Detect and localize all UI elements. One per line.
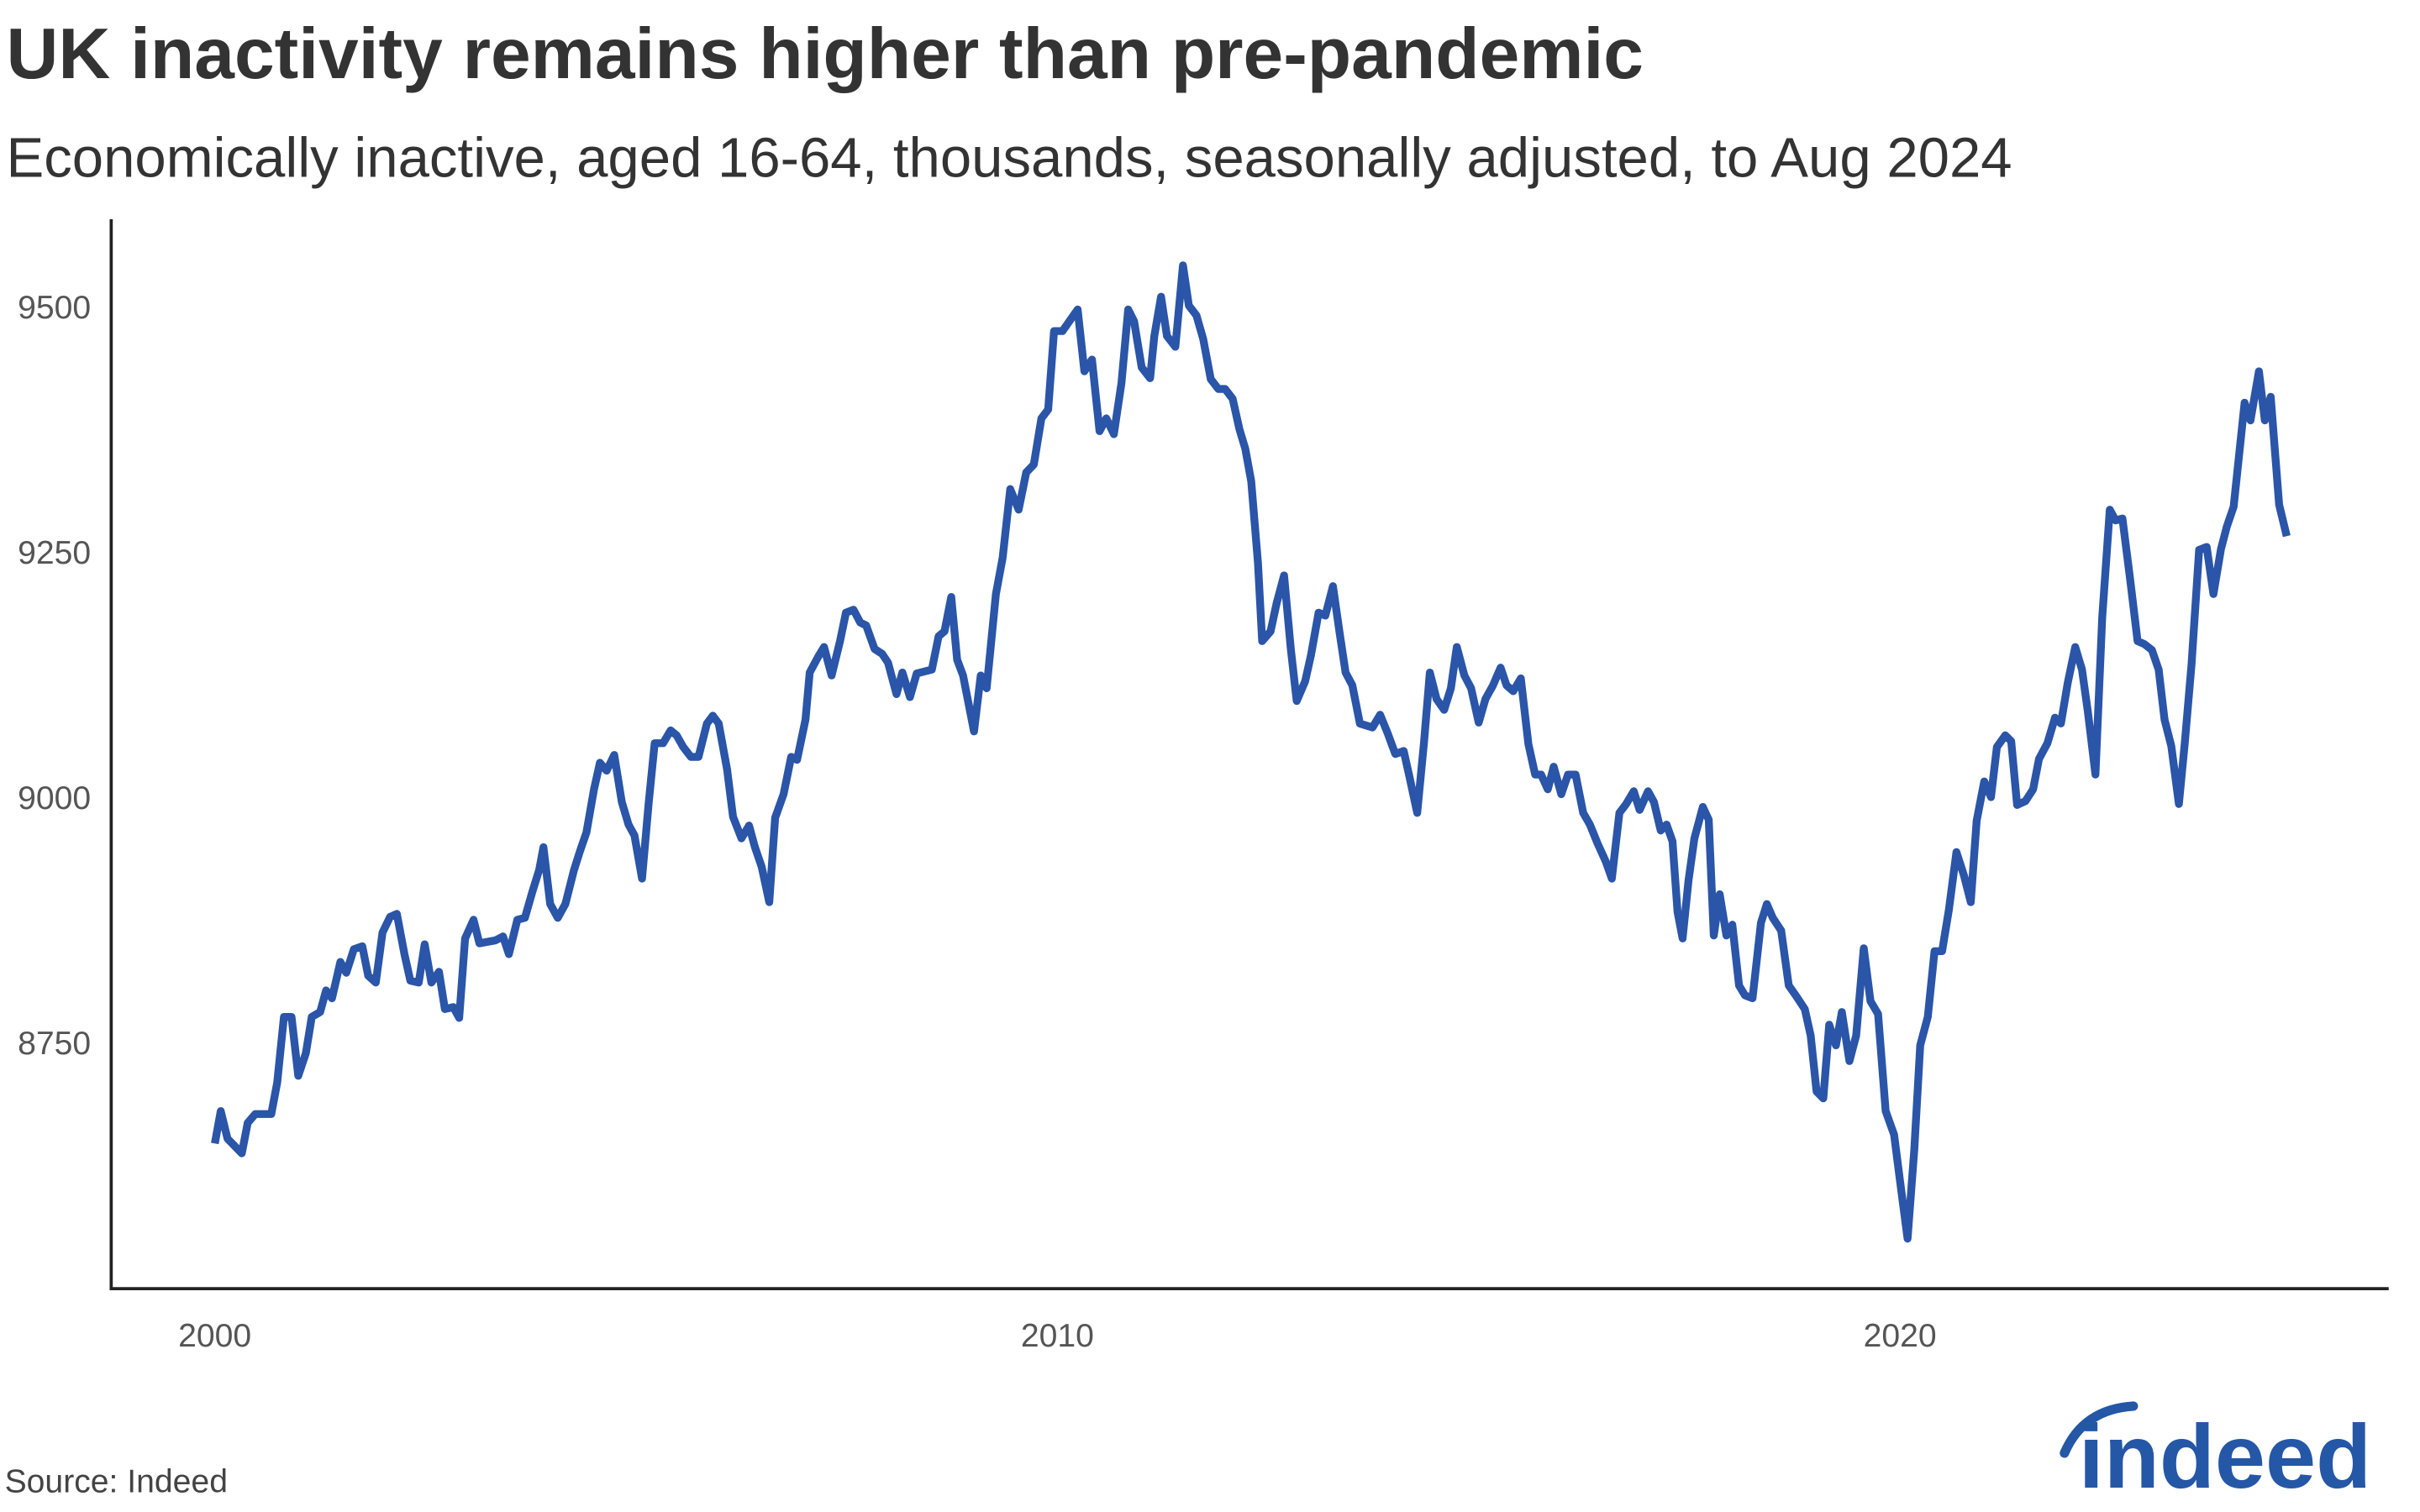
y-tick-label: 9250 [18,535,91,571]
y-tick-label: 9000 [18,780,91,816]
x-tick-label: 2020 [1864,1318,1937,1354]
chart-subtitle: Economically inactive, aged 16-64, thous… [6,127,2012,190]
logo: indeed [2079,1405,2371,1507]
x-tick-label: 2000 [178,1318,251,1354]
y-tick-label: 8750 [18,1026,91,1062]
source-note: Source: Indeed [5,1463,228,1499]
x-tick-label: 2010 [1021,1318,1094,1354]
y-tick-label: 9500 [18,290,91,326]
chart-title: UK inactivity remains higher than pre-pa… [6,13,1644,94]
logo-arc [2060,1401,2139,1458]
data-line [211,261,2291,1243]
